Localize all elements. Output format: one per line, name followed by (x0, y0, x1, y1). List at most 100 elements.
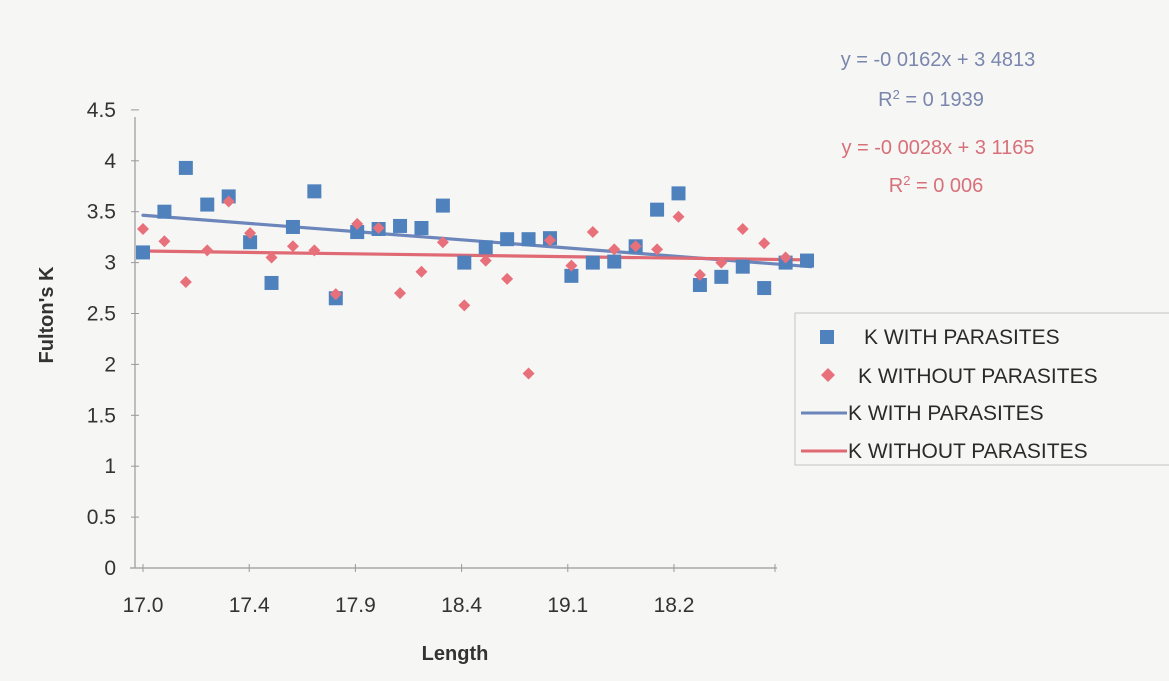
y-axis-title: Fulton's K (36, 266, 58, 364)
data-point-with-parasites (692, 277, 707, 292)
legend-label-k-without-parasites-trend: K WITHOUT PARASITES (848, 440, 1088, 463)
data-point-with-parasites (414, 220, 429, 235)
r2-without-parasites-superscript: 2 (903, 173, 910, 188)
y-tick-label: 0.5 (87, 506, 116, 529)
data-point-without-parasites (522, 367, 535, 380)
data-point-without-parasites (608, 243, 621, 256)
y-tick-label: 1.5 (87, 404, 116, 427)
data-point-with-parasites (564, 268, 579, 283)
data-point-without-parasites (565, 259, 578, 272)
data-point-with-parasites (157, 204, 172, 219)
data-point-without-parasites (244, 227, 257, 240)
data-point-without-parasites (436, 236, 449, 249)
data-point-without-parasites (222, 195, 235, 208)
legend-label-k-with-parasites-trend: K WITH PARASITES (848, 402, 1044, 425)
data-point-without-parasites (629, 240, 642, 253)
data-point-without-parasites (458, 299, 471, 312)
tick-labels: 0 0.5 1 1.5 2 2.5 3 3.5 4 4.5 17.0 17.4 17.9 18.4 19.1… (87, 99, 776, 617)
r2-with-parasites-superscript: 2 (893, 87, 900, 102)
data-point-with-parasites (757, 281, 772, 296)
data-point-without-parasites (736, 223, 749, 236)
data-point-without-parasites (372, 221, 385, 234)
data-point-with-parasites (671, 186, 686, 201)
data-point-with-parasites (521, 232, 536, 247)
legend-box (794, 312, 1169, 466)
data-point-without-parasites (651, 243, 664, 256)
data-point-without-parasites (201, 244, 214, 257)
legend-label-k-with-parasites-points: K WITH PARASITES (864, 326, 1060, 349)
trendlines (141, 213, 813, 269)
data-point-with-parasites (136, 245, 150, 260)
data-point-with-parasites (393, 218, 408, 233)
r2-without-parasites-value: = 0 006 (910, 175, 983, 197)
equation-with-parasites: y = -0 0162x + 3 4813 (841, 49, 1036, 71)
data-point-with-parasites (178, 160, 193, 175)
legend-marker-k-without-parasites-points (821, 368, 835, 382)
x-tick-label: 17.4 (229, 594, 270, 617)
data-point-without-parasites (179, 275, 192, 288)
r2-with-parasites-label: R (878, 89, 892, 111)
data-point-with-parasites (735, 259, 750, 274)
y-tick-label: 2 (104, 353, 116, 376)
data-point-without-parasites (394, 287, 407, 300)
data-points (136, 160, 815, 380)
data-point-with-parasites (457, 255, 472, 270)
y-tick-label: 1 (104, 455, 116, 478)
data-point-without-parasites (543, 234, 556, 247)
data-point-without-parasites (308, 244, 321, 257)
y-tick-label: 4 (104, 150, 116, 173)
data-point-with-parasites (350, 225, 365, 240)
x-tick-label: 17.9 (335, 594, 376, 617)
legend-marker-k-with-parasites-points (820, 330, 834, 344)
r2-with-parasites-value: = 0 1939 (900, 89, 984, 111)
y-tick-label: 3.5 (87, 201, 116, 224)
data-point-without-parasites (501, 272, 514, 285)
data-point-without-parasites (715, 256, 728, 269)
y-tick-label: 3 (104, 252, 116, 275)
data-point-without-parasites (415, 265, 428, 278)
x-tick-label: 18.4 (441, 594, 482, 617)
x-tick-label: 19.1 (547, 594, 588, 617)
data-point-with-parasites (800, 253, 815, 268)
r2-without-parasites-label: R (889, 175, 903, 197)
data-point-without-parasites (286, 240, 299, 253)
r2-without-parasites: R2 = 0 006 (889, 173, 984, 198)
legend: K WITH PARASITES K WITHOUT PARASITES K W… (794, 312, 1169, 466)
data-point-without-parasites (329, 288, 342, 301)
y-tick-label: 4.5 (87, 99, 116, 122)
trendline-equations: y = -0 0162x + 3 4813 R2 = 0 1939 y = -0… (841, 49, 1036, 197)
data-point-without-parasites (351, 217, 364, 230)
data-point-without-parasites (586, 226, 599, 239)
data-point-with-parasites (650, 202, 665, 217)
data-point-without-parasites (693, 268, 706, 281)
data-point-with-parasites (264, 275, 279, 290)
legend-label-k-without-parasites-points: K WITHOUT PARASITES (858, 365, 1098, 388)
data-point-with-parasites (478, 240, 493, 255)
x-axis-title: Length (422, 643, 489, 665)
y-tick-label: 2.5 (87, 303, 116, 326)
data-point-with-parasites (307, 184, 322, 199)
data-point-with-parasites (243, 235, 258, 250)
data-point-without-parasites (758, 237, 771, 250)
data-point-with-parasites (500, 232, 515, 247)
data-point-with-parasites (435, 198, 450, 213)
x-tick-label: 18.2 (654, 594, 695, 617)
data-point-without-parasites (479, 254, 492, 267)
r2-with-parasites: R2 = 0 1939 (878, 87, 984, 112)
axes (130, 117, 777, 569)
data-point-with-parasites (585, 255, 600, 270)
data-point-without-parasites (265, 251, 278, 264)
data-point-without-parasites (158, 235, 171, 248)
data-point-without-parasites (672, 210, 685, 223)
x-tick-label: 17.0 (123, 594, 164, 617)
data-point-with-parasites (200, 197, 215, 212)
data-point-with-parasites (607, 254, 622, 269)
equation-without-parasites: y = -0 0028x + 3 1165 (841, 137, 1034, 159)
data-point-without-parasites (137, 223, 149, 236)
data-point-without-parasites (779, 251, 792, 264)
trendline (141, 249, 813, 262)
data-point-with-parasites (285, 219, 300, 234)
y-tick-label: 0 (104, 557, 116, 580)
